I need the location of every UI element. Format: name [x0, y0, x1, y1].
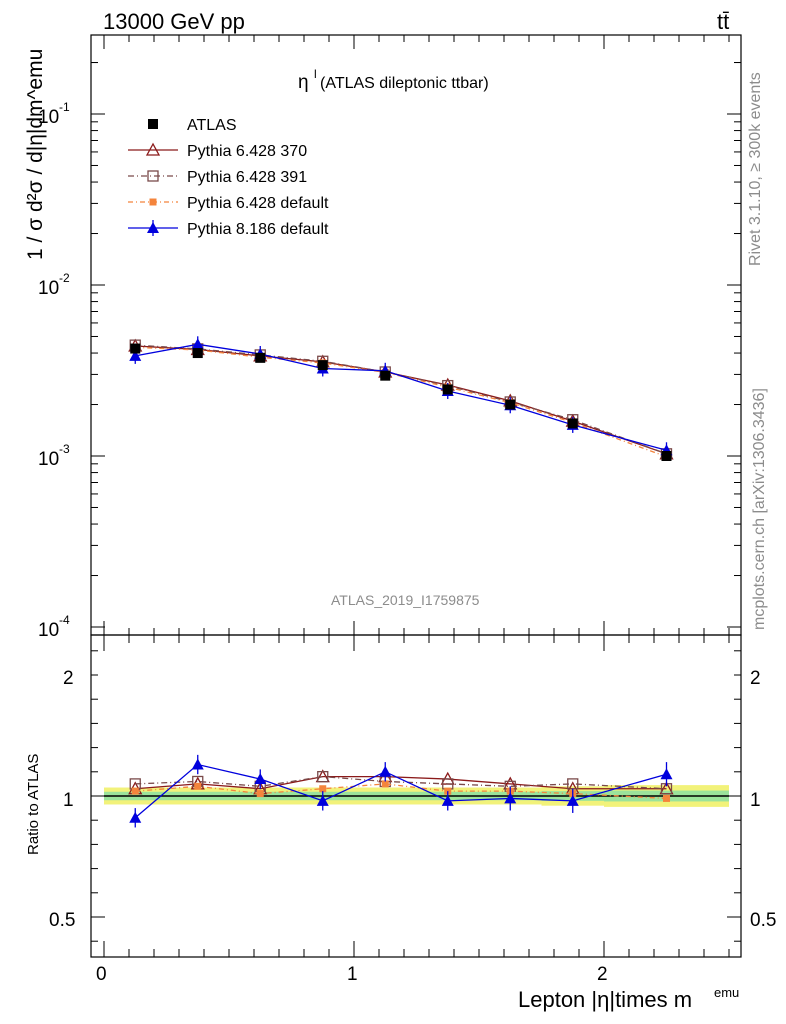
y-tick-label-1e-3: 10 -3 [38, 442, 70, 470]
y-tick-base: 10 [38, 449, 59, 470]
ratio-data-point [256, 790, 264, 798]
x-axis-label-superscript: emu [714, 985, 739, 1000]
ratio-axis-ticks [91, 635, 741, 957]
x-tick-label: 0 [96, 964, 107, 985]
ratio-y-tick-label-right: 2 [750, 668, 761, 689]
ratio-y-axis-label: Ratio to ATLAS [25, 754, 42, 855]
legend-label: Pythia 6.428 370 [187, 143, 307, 160]
legend-label: Pythia 6.428 391 [187, 169, 307, 186]
legend: ATLAS Pythia 6.428 370 Pythia 6.428 391 Pyt… [128, 117, 329, 238]
ratio-y-tick-label-left: 0.5 [49, 910, 75, 931]
ratio-data-point [129, 811, 142, 823]
legend-item: Pythia 6.428 default [128, 195, 329, 212]
ratio-data-point [660, 768, 673, 780]
ratio-y-tick-label-left: 2 [63, 668, 74, 689]
legend-item: ATLAS [148, 117, 237, 134]
legend-label: Pythia 8.186 default [187, 221, 329, 238]
data-point [442, 384, 453, 395]
legend-item: Pythia 8.186 default [128, 220, 329, 238]
y-tick-base: 10 [38, 620, 59, 641]
y-tick-exponent: -1 [59, 100, 70, 114]
title-eta-symbol: η [298, 72, 309, 93]
legend-item: Pythia 6.428 391 [128, 169, 307, 186]
rivet-version-label: Rivet 3.1.10, ≥ 300k events [747, 72, 764, 266]
analysis-tag-label: ATLAS_2019_I1759875 [331, 592, 480, 608]
y-tick-exponent: -3 [59, 442, 70, 456]
ratio-data-point [441, 794, 454, 806]
data-point [661, 451, 672, 461]
y-tick-base: 10 [38, 278, 59, 299]
ratio-y-tick-label-left: 1 [63, 790, 74, 811]
data-point [380, 370, 391, 381]
y-tick-base: 10 [38, 107, 59, 128]
ratio-data-point [131, 787, 139, 795]
data-point [255, 352, 266, 363]
ratio-y-tick-label-right: 0.5 [750, 910, 776, 931]
ratio-data-point [316, 794, 329, 806]
ratio-data-point [379, 765, 392, 777]
data-point [130, 343, 141, 354]
title-description: (ATLAS dileptonic ttbar) [320, 75, 489, 92]
x-tick-labels: 0 1 2 [96, 964, 608, 985]
series-line [135, 345, 667, 455]
ratio-y-tick-label-right: 1 [750, 790, 761, 811]
main-y-tick-labels: 10 -1 10 -2 10 -3 10 -4 [38, 100, 70, 641]
main-plot-series [128, 336, 674, 461]
header-energy-label: 13000 GeV pp [103, 9, 245, 34]
y-tick-exponent: -4 [59, 613, 70, 627]
main-y-axis-label: 1 / σ d²σ / d|η|dm^emu [24, 49, 47, 260]
y-tick-label-1e-1: 10 -1 [38, 100, 70, 128]
legend-label: Pythia 6.428 default [187, 195, 329, 212]
y-tick-exponent: -2 [59, 271, 70, 285]
ratio-data-point [566, 794, 579, 806]
series-line [135, 343, 667, 451]
data-point [567, 418, 578, 429]
legend-marker [149, 198, 157, 206]
ratio-data-point [381, 780, 389, 788]
ratio-data-point [504, 792, 517, 804]
ratio-y-tick-labels: 0.5 1 2 0.5 1 2 [49, 668, 776, 931]
x-axis-label-text: Lepton |η|times m [518, 987, 692, 1012]
header-process-label: tt̄ [717, 9, 729, 34]
x-tick-label: 2 [597, 964, 608, 985]
legend-marker [148, 119, 158, 129]
data-point [192, 348, 203, 359]
legend-marker [145, 142, 161, 156]
x-tick-label: 1 [347, 964, 358, 985]
ratio-data-point [194, 782, 202, 790]
series-line [135, 346, 667, 458]
mcplots-citation-label: mcplots.cern.ch [arXiv:1306.3436] [751, 388, 768, 630]
legend-item: Pythia 6.428 370 [128, 142, 307, 160]
data-point [505, 399, 516, 410]
ratio-data-point [317, 770, 329, 783]
ratio-data-point [319, 785, 327, 793]
legend-label: ATLAS [187, 117, 237, 134]
main-plot-title: η l (ATLAS dileptonic ttbar) [298, 67, 489, 93]
ratio-data-point [254, 773, 267, 785]
title-superscript: l [314, 67, 317, 81]
data-point [317, 360, 328, 371]
main-y-axis-ticks [91, 35, 741, 635]
series-line [135, 344, 667, 455]
y-tick-label-1e-2: 10 -2 [38, 271, 70, 299]
ratio-data-point [663, 794, 670, 802]
ratio-data-point [191, 758, 204, 770]
y-tick-label-1e-4: 10 -4 [38, 613, 70, 641]
ratio-plot-series [128, 754, 674, 828]
legend-marker [147, 170, 159, 182]
x-axis-label: Lepton |η|times m emu [518, 985, 739, 1012]
